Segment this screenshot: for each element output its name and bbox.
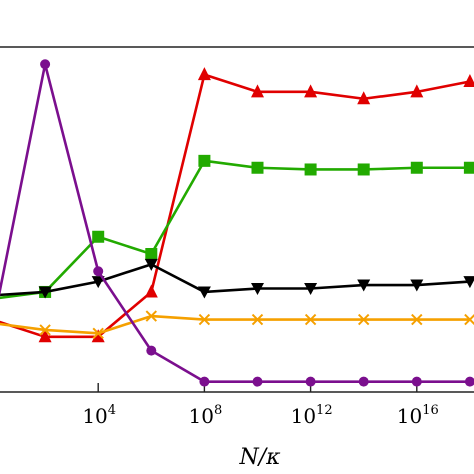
data-point-square-2: [92, 230, 105, 243]
data-point-circle-6: [305, 376, 316, 387]
data-point-circle-2: [93, 266, 104, 277]
data-point-circle-5: [252, 376, 263, 387]
data-point-triangle-down-8: [410, 279, 424, 292]
data-point-circle-9: [464, 376, 474, 387]
data-point-x-8: [411, 313, 423, 326]
series-line-circle: [0, 62, 470, 383]
data-point-circle-3: [146, 345, 157, 356]
data-point-square-9: [463, 161, 474, 174]
data-point-circle-7: [358, 376, 369, 387]
data-point-triangle-down-7: [357, 279, 371, 292]
x-tick-exponent: 12: [316, 403, 333, 418]
data-point-circle-1: [40, 59, 51, 70]
series-x: [0, 310, 474, 340]
x-tick-exponent: 16: [422, 403, 439, 418]
data-point-triangle-down-4: [197, 286, 211, 299]
data-point-x-9: [464, 313, 474, 326]
data-point-triangle-down-5: [251, 283, 264, 295]
x-tick-label-16: 1016: [397, 403, 439, 428]
data-point-triangle-up-2: [91, 329, 105, 343]
x-tick-label-12: 1012: [291, 403, 333, 428]
data-point-square-8: [410, 161, 423, 174]
data-point-square-5: [251, 161, 264, 174]
series-line-triangle-up: [0, 73, 471, 339]
series-line-triangle-down: [0, 263, 470, 297]
data-point-triangle-down-3: [144, 258, 158, 271]
series-circle: [0, 59, 474, 387]
series-line-x: [0, 314, 470, 335]
x-axis-label: N/κ: [238, 445, 281, 470]
series-line-square: [0, 159, 470, 300]
x-tick-base: 10: [82, 404, 107, 428]
data-point-triangle-up-6: [304, 84, 318, 98]
data-point-triangle-down-1: [38, 286, 52, 299]
x-tick-base: 10: [189, 404, 214, 428]
x-tick-exponent: 4: [108, 403, 116, 418]
data-point-circle-8: [411, 376, 422, 387]
series-triangle-down: [0, 258, 474, 299]
data-point-triangle-up-9: [463, 74, 474, 87]
data-point-triangle-up-8: [410, 84, 424, 98]
series-triangle-up: [0, 67, 474, 343]
data-point-x-5: [251, 313, 264, 326]
data-point-x-3: [145, 310, 158, 322]
x-tick-exponent: 8: [214, 403, 222, 418]
data-point-x-1: [39, 324, 51, 336]
data-point-square-3: [145, 248, 158, 260]
x-tick-base: 10: [397, 404, 422, 428]
x-tick-label-8: 108: [189, 403, 223, 428]
data-point-x-7: [357, 313, 370, 326]
data-point-x-6: [304, 313, 317, 326]
series-layer: [0, 59, 474, 387]
x-tick-base: 10: [291, 404, 316, 428]
data-point-square-4: [198, 154, 211, 167]
data-point-square-7: [357, 163, 370, 176]
data-point-x-4: [198, 313, 211, 326]
x-axis-ticks: 104 108 1012 1016: [82, 383, 439, 428]
data-point-triangle-up-1: [38, 329, 52, 343]
data-point-circle-4: [199, 376, 210, 387]
data-point-triangle-up-7: [357, 91, 371, 105]
data-point-triangle-up-5: [251, 84, 264, 98]
data-point-triangle-down-9: [463, 276, 474, 289]
data-point-square-6: [304, 163, 317, 176]
plot-frame: [0, 46, 474, 393]
data-point-triangle-up-3: [144, 284, 158, 298]
data-point-triangle-down-6: [304, 283, 318, 295]
data-point-x-2: [92, 327, 104, 340]
data-point-triangle-up-4: [197, 67, 211, 81]
data-point-triangle-down-2: [91, 276, 105, 289]
x-tick-label-4: 104: [82, 403, 116, 428]
